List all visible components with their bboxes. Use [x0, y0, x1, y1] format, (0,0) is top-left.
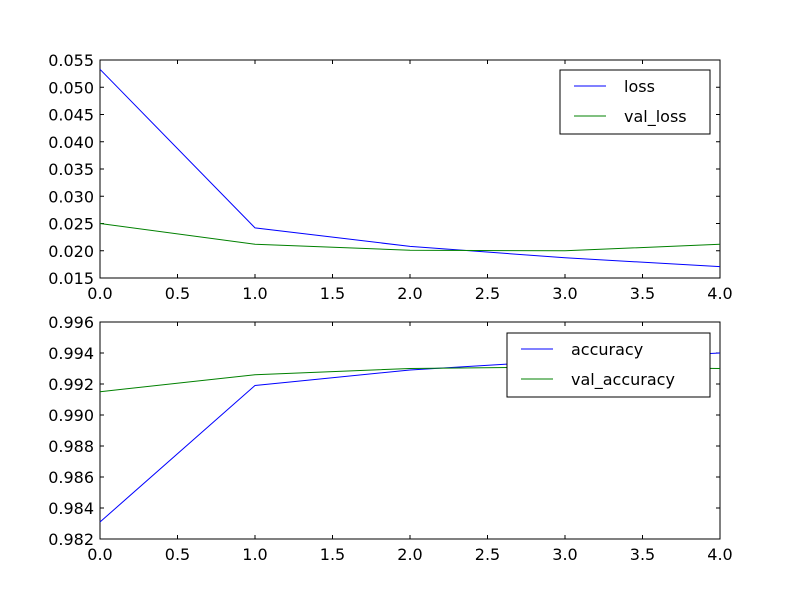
- accuracy-y-tick-label: 0.994: [48, 344, 94, 363]
- loss-y-tick-label: 0.020: [48, 242, 94, 261]
- loss-y-tick-label: 0.035: [48, 160, 94, 179]
- accuracy-x-tick-label: 3.5: [630, 545, 655, 564]
- loss-y-tick-label: 0.055: [48, 51, 94, 70]
- val_loss-legend-label: val_loss: [624, 107, 687, 127]
- accuracy-x-tick-label: 4.0: [707, 545, 732, 564]
- accuracy-y-tick-label: 0.988: [48, 437, 94, 456]
- loss-x-tick-label: 4.0: [707, 284, 732, 303]
- loss-y-tick-label: 0.025: [48, 215, 94, 234]
- loss-x-tick-label: 2.5: [475, 284, 500, 303]
- accuracy-legend-box: [506, 332, 711, 398]
- loss-x-tick-label: 1.0: [242, 284, 267, 303]
- accuracy-x-tick-label: 1.5: [320, 545, 345, 564]
- loss-legend-label: loss: [624, 77, 655, 96]
- accuracy-x-tick-label: 2.5: [475, 545, 500, 564]
- loss-x-tick-label: 3.0: [552, 284, 577, 303]
- val_loss-line: [99, 223, 721, 252]
- accuracy-x-tick-label: 0.0: [87, 545, 112, 564]
- loss-legend-box: [559, 69, 711, 135]
- loss-x-tick-label: 3.5: [630, 284, 655, 303]
- val_accuracy-legend-label: val_accuracy: [571, 370, 675, 390]
- loss-y-tick-label: 0.045: [48, 106, 94, 125]
- loss-x-tick-label: 1.5: [320, 284, 345, 303]
- accuracy-x-tick-label: 1.0: [242, 545, 267, 564]
- accuracy-y-tick-label: 0.986: [48, 468, 94, 487]
- accuracy-y-tick-label: 0.992: [48, 375, 94, 394]
- loss-y-tick-label: 0.040: [48, 133, 94, 152]
- loss-line: [99, 68, 721, 268]
- loss-subplot: 0.0 0.5 1.0 1.5 2.0 2.5 3.0 3.5 4.0 0.015 0.020 0.0…: [48, 51, 733, 303]
- loss-x-tick-label: 0.0: [87, 284, 112, 303]
- accuracy-x-tick-label: 3.0: [552, 545, 577, 564]
- accuracy-y-tick-label: 0.982: [48, 530, 94, 549]
- loss-y-tick-label: 0.015: [48, 269, 94, 288]
- accuracy-x-tick-label: 0.5: [165, 545, 190, 564]
- accuracy-legend-label: accuracy: [571, 340, 643, 359]
- accuracy-y-tick-label: 0.996: [48, 313, 94, 332]
- accuracy-y-tick-label: 0.990: [48, 406, 94, 425]
- accuracy-subplot: 0.0 0.5 1.0 1.5 2.0 2.5 3.0 3.5 4.0 0.982 0.984 0.9…: [48, 313, 733, 564]
- loss-x-tick-label: 0.5: [165, 284, 190, 303]
- loss-y-tick-label: 0.050: [48, 78, 94, 97]
- accuracy-y-tick-label: 0.984: [48, 499, 94, 518]
- loss-y-tick-label: 0.030: [48, 187, 94, 206]
- loss-x-tick-label: 2.0: [397, 284, 422, 303]
- accuracy-x-tick-label: 2.0: [397, 545, 422, 564]
